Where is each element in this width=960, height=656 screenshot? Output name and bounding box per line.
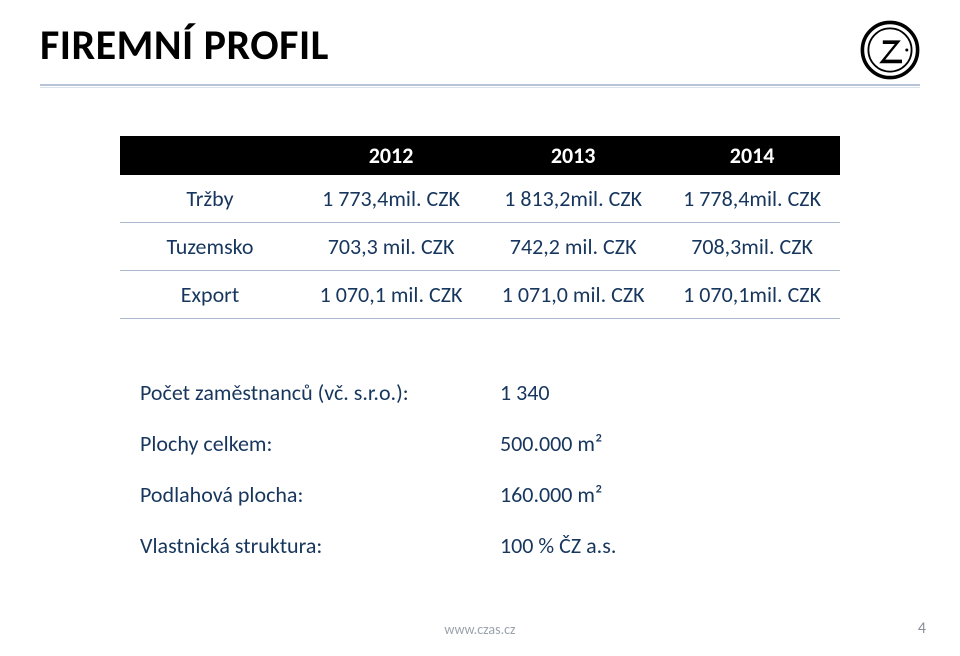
- cell: 1 773,4mil. CZK: [300, 175, 482, 223]
- cell: 1 071,0 mil. CZK: [482, 271, 664, 319]
- table-row: Export 1 070,1 mil. CZK 1 071,0 mil. CZK…: [120, 271, 840, 319]
- info-key: Počet zaměstnanců (vč. s.r.o.):: [140, 379, 500, 406]
- footer-text: www.czas.cz: [444, 621, 515, 638]
- title-divider: [40, 84, 920, 88]
- info-value: 160.000 m²: [500, 481, 602, 508]
- footer-url: www.czas.cz: [0, 621, 960, 638]
- th-year: 2012: [300, 136, 482, 175]
- th-year: 2014: [664, 136, 840, 175]
- cell: 708,3mil. CZK: [664, 223, 840, 271]
- cell: 1 070,1 mil. CZK: [300, 271, 482, 319]
- cz-logo-icon: [860, 20, 920, 80]
- row-label: Tržby: [120, 175, 300, 223]
- cell: 1 070,1mil. CZK: [664, 271, 840, 319]
- info-value: 1 340: [500, 379, 550, 406]
- financial-table: 2012 2013 2014 Tržby 1 773,4mil. CZK 1 8…: [120, 136, 840, 319]
- info-value: 500.000 m²: [500, 430, 602, 457]
- table-row: Tržby 1 773,4mil. CZK 1 813,2mil. CZK 1 …: [120, 175, 840, 223]
- th-blank: [120, 136, 300, 175]
- page-number: 4: [918, 619, 926, 638]
- row-label: Tuzemsko: [120, 223, 300, 271]
- info-row: Podlahová plocha: 160.000 m²: [140, 481, 860, 508]
- slide: FIREMNÍ PROFIL 2012 2013 2014 Tržby 1 7: [0, 0, 960, 656]
- info-key: Podlahová plocha:: [140, 481, 500, 508]
- row-label: Export: [120, 271, 300, 319]
- cell: 1 778,4mil. CZK: [664, 175, 840, 223]
- info-block: Počet zaměstnanců (vč. s.r.o.): 1 340 Pl…: [140, 379, 860, 559]
- info-key: Vlastnická struktura:: [140, 532, 500, 559]
- cell: 742,2 mil. CZK: [482, 223, 664, 271]
- title-text: FIREMNÍ PROFIL: [40, 20, 329, 71]
- table-header-row: 2012 2013 2014: [120, 136, 840, 175]
- info-row: Počet zaměstnanců (vč. s.r.o.): 1 340: [140, 379, 860, 406]
- title-row: FIREMNÍ PROFIL: [40, 20, 920, 80]
- page-title: FIREMNÍ PROFIL: [40, 20, 329, 71]
- cell: 1 813,2mil. CZK: [482, 175, 664, 223]
- th-year: 2013: [482, 136, 664, 175]
- cell: 703,3 mil. CZK: [300, 223, 482, 271]
- info-value: 100 % ČZ a.s.: [500, 532, 616, 559]
- table-row: Tuzemsko 703,3 mil. CZK 742,2 mil. CZK 7…: [120, 223, 840, 271]
- info-row: Plochy celkem: 500.000 m²: [140, 430, 860, 457]
- info-key: Plochy celkem:: [140, 430, 500, 457]
- info-row: Vlastnická struktura: 100 % ČZ a.s.: [140, 532, 860, 559]
